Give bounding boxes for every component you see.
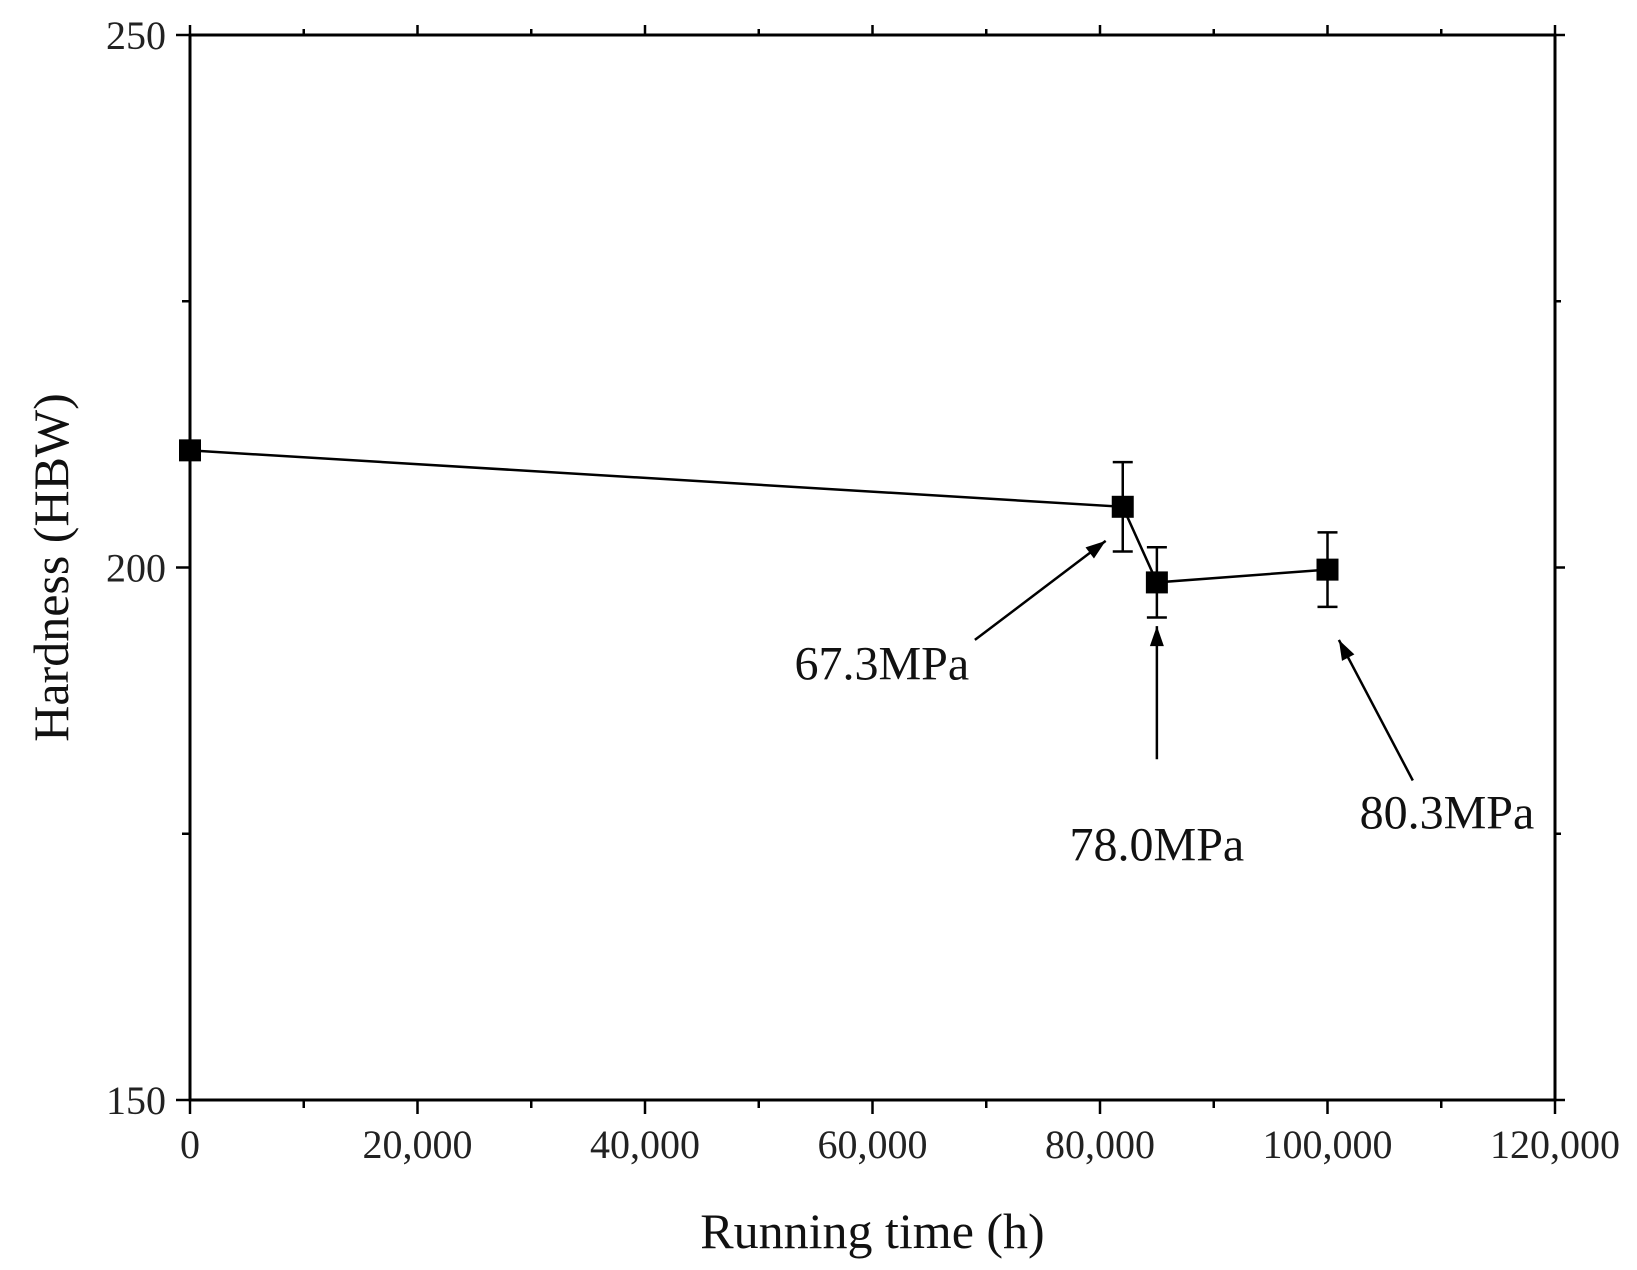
x-axis-title: Running time (h) — [700, 1203, 1044, 1259]
plot-frame — [188, 33, 1557, 1102]
y-tick-label: 150 — [106, 1078, 166, 1123]
x-tick-label: 100,000 — [1263, 1122, 1393, 1167]
x-tick-label: 0 — [180, 1122, 200, 1167]
annotation-label: 78.0MPa — [1070, 818, 1245, 871]
x-tick-label: 120,000 — [1490, 1122, 1620, 1167]
data-point-marker — [1145, 571, 1168, 594]
annotation-label: 67.3MPa — [795, 637, 970, 690]
data-point-marker — [179, 439, 201, 462]
y-axis-title: Hardness (HBW) — [23, 393, 79, 742]
x-tick-label: 80,000 — [1045, 1122, 1155, 1167]
annotation-arrowhead — [1085, 540, 1106, 559]
y-tick-label: 250 — [106, 13, 166, 58]
y-tick-label: 200 — [106, 546, 166, 591]
annotation-arrow — [1337, 639, 1414, 782]
annotations: 67.3MPa 78.0MPa 80.3MPa — [795, 539, 1535, 871]
x-tick-label: 40,000 — [590, 1122, 700, 1167]
x-tick-label: 60,000 — [818, 1122, 928, 1167]
data-point-marker — [1316, 558, 1339, 581]
annotation-arrowhead — [1338, 639, 1355, 661]
annotation-arrow — [974, 539, 1107, 641]
x-tick-label: 20,000 — [363, 1122, 473, 1167]
ticks: 0 20,000 40,000 60,000 80,000 100,000 120,000 1… — [106, 13, 1620, 1167]
series — [179, 439, 1339, 619]
annotation-label: 80.3MPa — [1360, 786, 1535, 839]
annotation-arrowhead — [1149, 626, 1164, 647]
series-line — [189, 449, 1328, 584]
axes — [188, 33, 1557, 1102]
data-point-marker — [1111, 495, 1134, 518]
